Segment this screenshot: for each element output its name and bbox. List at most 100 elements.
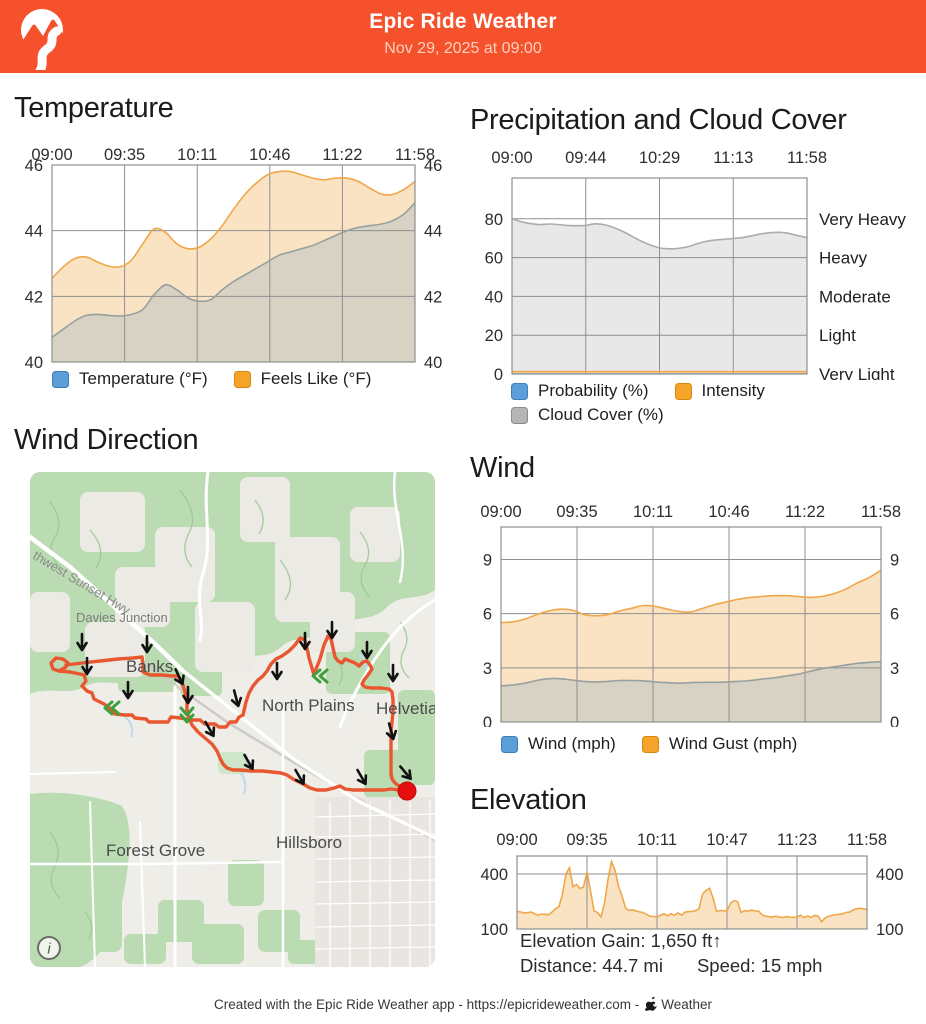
x-tick-label: 09:44 (565, 149, 606, 167)
y-tick-label: 0 (890, 714, 899, 727)
legend-swatch-icon (511, 406, 528, 424)
legend-swatch-icon (511, 382, 528, 400)
x-tick-label: 10:11 (177, 146, 217, 164)
route-path (57, 669, 245, 729)
x-tick-label: 10:46 (249, 146, 290, 164)
precip-legend: Probability (%) Intensity Cloud Cover (%) (511, 381, 841, 425)
wind-arrow-icon (299, 631, 311, 651)
map-place-label: Forest Grove (106, 841, 205, 860)
legend-swatch-icon (674, 382, 692, 400)
y-tick-label: 3 (483, 660, 492, 678)
legend-item: Wind Gust (mph) (641, 734, 798, 754)
wind-direction-section-title: Wind Direction (14, 424, 199, 456)
apple-logo-icon (644, 996, 658, 1011)
y-tick-label: 60 (485, 250, 503, 268)
intensity-scale-label: Very Light (819, 365, 895, 380)
legend-swatch-icon (501, 735, 518, 753)
x-tick-label: 11:58 (847, 831, 887, 849)
wind-legend: Wind (mph) Wind Gust (mph) (501, 734, 797, 754)
intensity-scale-label: Heavy (819, 249, 868, 268)
y-tick-label: 9 (890, 552, 899, 570)
x-tick-label: 09:35 (556, 503, 597, 521)
wind-direction-map[interactable]: thwest Sunset Hwy Davies Junction Banks Nor… (30, 472, 435, 967)
y-tick-label: 42 (424, 288, 442, 306)
legend-item: Cloud Cover (%) (511, 405, 664, 425)
elevation-section-title: Elevation (470, 784, 587, 816)
app-logo-icon (14, 9, 74, 70)
x-tick-label: 11:58 (787, 149, 827, 167)
legend-item: Intensity (674, 381, 765, 401)
x-tick-label: 09:00 (480, 503, 521, 521)
intensity-scale-label: Moderate (819, 287, 891, 306)
intensity-scale-label: Light (819, 326, 856, 345)
x-tick-label: 11:22 (785, 503, 825, 521)
wind-arrow-icon (81, 656, 93, 676)
y-tick-label: 40 (25, 354, 43, 372)
y-tick-label: 40 (424, 354, 442, 372)
wind-arrow-icon (141, 634, 153, 654)
footer-text: Created with the Epic Ride Weather app -… (214, 997, 640, 1012)
x-tick-label: 11:23 (777, 831, 817, 849)
x-tick-label: 11:13 (713, 149, 753, 167)
legend-label: Wind (mph) (528, 734, 616, 753)
route-path (185, 708, 409, 793)
legend-swatch-icon (641, 735, 659, 753)
x-tick-label: 09:35 (566, 831, 607, 849)
gradient-chevron-icon (179, 706, 195, 724)
x-tick-label: 11:58 (395, 146, 435, 164)
wind-arrow-icon (230, 689, 243, 708)
y-tick-label: 42 (25, 288, 43, 306)
x-tick-label: 10:29 (639, 149, 680, 167)
app-title: Epic Ride Weather (369, 10, 557, 33)
y-tick-label: 0 (494, 366, 503, 380)
wind-arrow-icon (76, 632, 88, 652)
legend-swatch-icon (52, 370, 69, 388)
legend-label: Wind Gust (mph) (668, 734, 798, 753)
wind-arrow-icon (122, 680, 134, 700)
wind-arrow-icon (294, 768, 306, 786)
wind-arrow-icon (326, 620, 338, 640)
legend-item: Wind (mph) (501, 734, 616, 754)
wind-arrow-icon (271, 661, 283, 681)
footer-weather-source: Weather (661, 997, 712, 1012)
svg-text:i: i (47, 941, 51, 958)
x-tick-label: 10:46 (708, 503, 749, 521)
y-tick-label: 6 (890, 606, 899, 624)
legend-label: Feels Like (°F) (260, 369, 372, 388)
gradient-chevron-icon (311, 668, 329, 684)
intensity-scale-label: Very Heavy (819, 210, 906, 229)
x-tick-label: 09:00 (31, 146, 72, 164)
y-tick-label: 3 (890, 660, 899, 678)
elevation-gain: Elevation Gain: 1,650 ft↑ (520, 930, 722, 951)
legend-label: Intensity (701, 381, 765, 400)
temperature-chart: 09:00 09:35 10:11 10:46 11:22 11:58 40 40 42 42 44… (25, 146, 443, 372)
x-tick-label: 11:22 (322, 146, 362, 164)
wind-arrow-icon (361, 640, 373, 660)
y-tick-label: 40 (485, 288, 503, 306)
map-place-label: Banks (126, 657, 173, 676)
legend-label: Temperature (°F) (79, 369, 208, 388)
wind-arrow-icon (356, 768, 368, 786)
y-tick-label: 46 (424, 157, 442, 175)
x-tick-label: 10:47 (706, 831, 747, 849)
app-header: Epic Ride Weather Nov 29, 2025 at 09:00 (0, 0, 926, 73)
gradient-chevron-icon (103, 700, 121, 716)
elevation-stats: Elevation Gain: 1,650 ft↑ Distance: 44.7… (520, 928, 822, 978)
y-tick-label: 9 (483, 552, 492, 570)
wind-chart: 09:00 09:35 10:11 10:46 11:22 11:58 0 0 3 3 6 6 9 9 (480, 503, 901, 727)
ride-distance: Distance: 44.7 mi (520, 955, 663, 976)
y-tick-label: 400 (876, 866, 904, 884)
y-tick-label: 400 (480, 866, 508, 884)
wind-arrow-icon (182, 685, 194, 705)
map-attribution-info-icon[interactable]: i (37, 936, 61, 960)
x-tick-label: 09:00 (491, 149, 532, 167)
legend-swatch-icon (233, 370, 251, 388)
footer-attribution: Created with the Epic Ride Weather app -… (0, 996, 926, 1012)
x-tick-label: 10:11 (633, 503, 673, 521)
wind-arrow-icon (204, 720, 216, 738)
y-tick-label: 100 (480, 921, 508, 936)
report-datetime: Nov 29, 2025 at 09:00 (384, 40, 542, 57)
wind-arrow-icon (387, 663, 399, 683)
